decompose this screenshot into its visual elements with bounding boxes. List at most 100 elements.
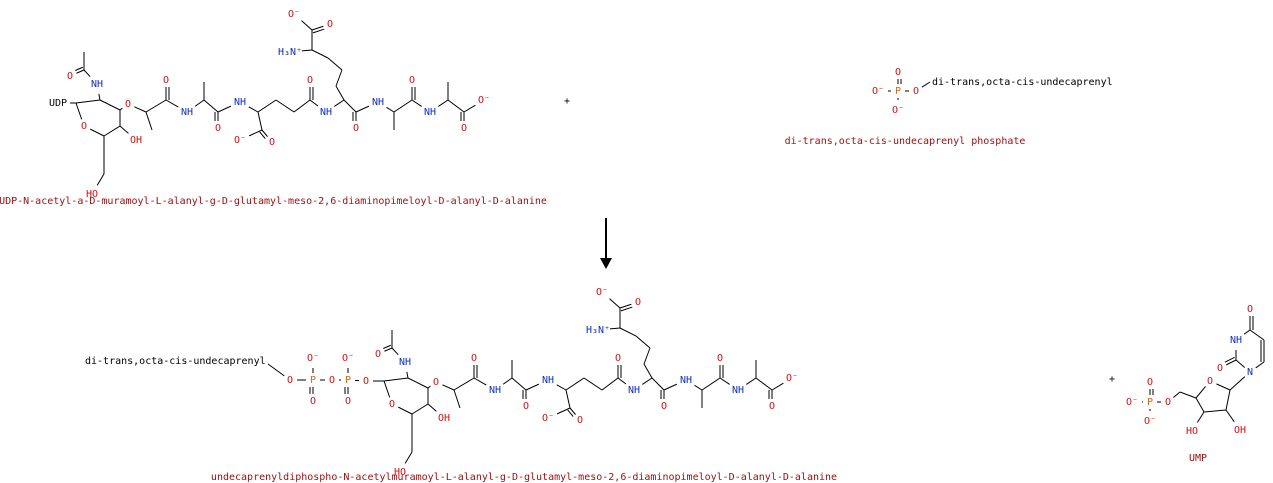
bond: [411, 99, 422, 107]
bond: [565, 377, 585, 391]
bond: [663, 383, 678, 391]
atom-label: N: [1247, 367, 1253, 378]
atom-label: O: [389, 399, 395, 410]
bond: [407, 377, 429, 389]
bond: [1249, 329, 1265, 341]
bond: [90, 128, 105, 137]
atom-label: O⁻: [307, 353, 319, 364]
bond: [453, 389, 461, 409]
bond: [194, 99, 205, 107]
bond: [203, 99, 219, 113]
bond: [383, 377, 409, 382]
atom-label: O: [615, 353, 621, 364]
atom-label: NH: [424, 107, 436, 118]
bond: [384, 347, 393, 352]
bond: [701, 377, 721, 391]
bond: [525, 383, 540, 391]
plus-sign: +: [1109, 374, 1115, 385]
bond: [383, 380, 391, 398]
atom-label: O⁻: [1144, 416, 1156, 427]
bond: [311, 25, 324, 31]
bond: [1224, 356, 1235, 363]
atom-label: O⁻: [786, 373, 798, 384]
atom-label: O: [329, 375, 335, 386]
atom-label: O: [269, 137, 275, 148]
bond: [1229, 376, 1246, 391]
atom-label: O: [215, 123, 221, 134]
atom-label: O: [310, 396, 316, 407]
bond: [393, 99, 413, 113]
atom-label: O⁻: [1126, 397, 1138, 408]
atom-label: O: [1247, 304, 1253, 315]
bond: [463, 104, 476, 113]
atom-label: O: [287, 375, 293, 386]
atom-label: O⁻: [234, 135, 246, 146]
atom-label: O: [67, 71, 73, 82]
bond: [267, 363, 285, 377]
atom-label: NH: [399, 357, 411, 368]
atom-label: O: [1147, 377, 1153, 388]
atom-label: O⁻: [542, 413, 554, 424]
bond: [453, 377, 475, 391]
bond: [569, 407, 576, 415]
bond: [635, 335, 651, 349]
atom-label: O: [345, 396, 351, 407]
bond: [643, 347, 651, 365]
reactant-structure: UDP O NH O O O NH O NH O⁻ O O NH O NH O NH O O⁻ H₃N⁺ O⁻ O OH HO: [49, 9, 490, 200]
atom-label: NH: [234, 97, 246, 108]
atom-label: O: [409, 75, 415, 86]
bond: [257, 99, 277, 113]
atom-label: O: [125, 99, 131, 110]
bond: [643, 363, 653, 379]
atom-label: O⁻: [342, 353, 354, 364]
bond: [145, 111, 153, 131]
atom-label: NH: [680, 375, 692, 386]
bond: [617, 377, 627, 385]
bond: [1195, 386, 1206, 399]
bond: [502, 377, 513, 385]
atom-label: O: [661, 401, 667, 412]
bond: [1179, 391, 1197, 399]
bond: [567, 409, 574, 417]
atom-label: P: [895, 86, 901, 97]
atom-label: NH: [181, 107, 193, 118]
reactant-structure: OO⁻ P OO⁻: [872, 67, 931, 116]
bond: [327, 57, 343, 71]
compound-name: di-trans,octa-cis-undecaprenyl phosphate: [785, 136, 1026, 147]
bond: [165, 99, 179, 108]
bond: [83, 69, 91, 78]
bond: [119, 125, 129, 134]
bond: [355, 105, 370, 113]
atom-label: O: [163, 75, 169, 86]
bond: [217, 105, 232, 113]
bond: [556, 384, 567, 391]
bond: [301, 20, 313, 31]
atom-label: OH: [130, 135, 142, 146]
group-label: di-trans,octa-cis-undecaprenyl: [85, 356, 266, 367]
bond: [565, 389, 571, 409]
atom-label: O⁻: [892, 105, 904, 116]
atom-label: O: [307, 75, 313, 86]
atom-label: NH: [732, 385, 744, 396]
atom-label: NH: [1230, 335, 1242, 346]
bond: [398, 406, 413, 415]
bond: [334, 99, 345, 107]
bond: [145, 99, 167, 113]
bond: [411, 403, 429, 415]
plus-sign: +: [564, 96, 570, 107]
atom-label: O: [577, 415, 583, 426]
bond: [311, 49, 329, 59]
atom-label: NH: [628, 385, 640, 396]
compound-name: UMP: [1189, 453, 1207, 464]
bond: [309, 99, 319, 107]
bond: [620, 306, 633, 312]
bond: [301, 49, 313, 52]
atom-label: O: [375, 349, 381, 360]
bond: [1235, 359, 1246, 368]
bond: [75, 102, 83, 120]
atom-label: HO: [86, 189, 98, 200]
atom-label: NH: [489, 385, 501, 396]
compound-name: UDP-N-acetyl-a-D-muramoyl-L-alanyl-g-D-g…: [0, 196, 547, 207]
bond: [259, 131, 266, 139]
atom-label: P: [1147, 397, 1153, 408]
